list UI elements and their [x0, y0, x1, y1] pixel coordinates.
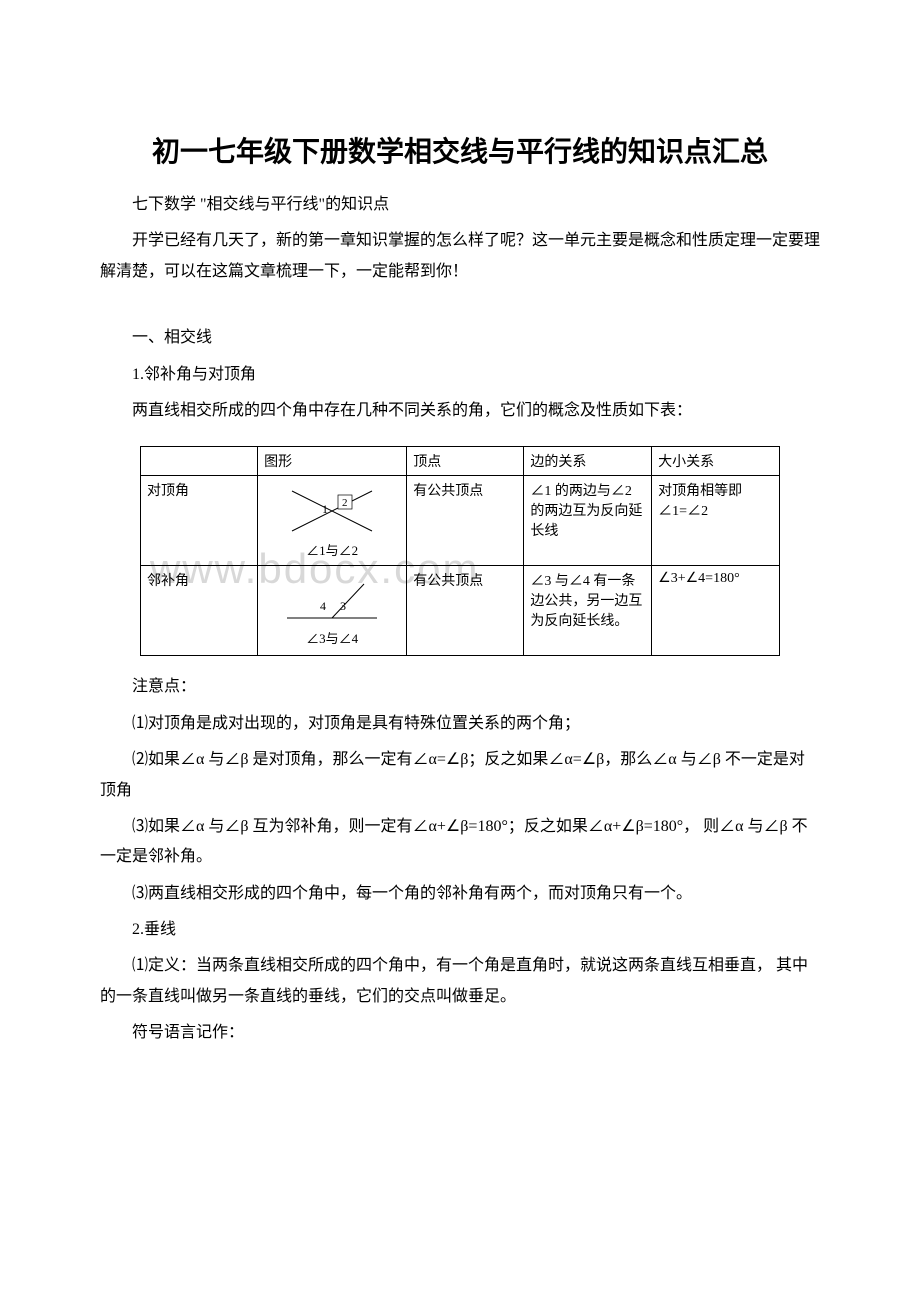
table-row: 对顶角 1 2 ∠1与∠2 有公共顶点 ∠1 的两边与∠2 的两边互为反向延长线… — [141, 476, 780, 566]
table-row: 邻补角 4 3 ∠3与∠4 有公共顶点 ∠3 与∠4 有一条边公共，另一边互为反… — [141, 566, 780, 656]
page-title: 初一七年级下册数学相交线与平行线的知识点汇总 — [100, 130, 820, 170]
table-header-vertex: 顶点 — [407, 447, 524, 476]
row2-name: 邻补角 — [141, 566, 258, 656]
note-4: ⑶两直线相交形成的四个角中，每一个角的邻补角有两个，而对顶角只有一个。 — [100, 879, 820, 909]
table-header-blank — [141, 447, 258, 476]
angle-table: 图形 顶点 边的关系 大小关系 对顶角 1 2 ∠1与∠2 有公共 — [140, 446, 780, 656]
section-1-2-text-2: 符号语言记作： — [100, 1018, 820, 1048]
table-header-diagram: 图形 — [258, 447, 407, 476]
vertical-angles-diagram: 1 2 — [282, 483, 382, 538]
table-header-edge: 边的关系 — [524, 447, 652, 476]
row1-diagram-label: ∠1与∠2 — [306, 543, 358, 558]
intro-paragraph-2: 开学已经有几天了，新的第一章知识掌握的怎么样了呢？这一单元主要是概念和性质定理一… — [100, 226, 820, 287]
section-1-1-text: 两直线相交所成的四个角中存在几种不同关系的角，它们的概念及性质如下表： — [100, 396, 820, 426]
row2-edge: ∠3 与∠4 有一条边公共，另一边互为反向延长线。 — [524, 566, 652, 656]
row2-vertex: 有公共顶点 — [407, 566, 524, 656]
supplementary-angles-diagram: 4 3 — [282, 576, 382, 626]
table-header-row: 图形 顶点 边的关系 大小关系 — [141, 447, 780, 476]
row1-size: 对顶角相等即∠1=∠2 — [652, 476, 780, 566]
svg-text:4: 4 — [320, 599, 326, 613]
svg-text:1: 1 — [322, 502, 328, 516]
row1-diagram-cell: 1 2 ∠1与∠2 — [258, 476, 407, 566]
notes-heading: 注意点： — [100, 672, 820, 702]
section-1-2-text-1: ⑴定义：当两条直线相交所成的四个角中，有一个角是直角时，就说这两条直线互相垂直，… — [100, 951, 820, 1012]
section-1-1-heading: 1.邻补角与对顶角 — [100, 360, 820, 390]
table-header-size: 大小关系 — [652, 447, 780, 476]
note-1: ⑴对顶角是成对出现的，对顶角是具有特殊位置关系的两个角； — [100, 709, 820, 739]
row1-vertex: 有公共顶点 — [407, 476, 524, 566]
row2-diagram-cell: 4 3 ∠3与∠4 — [258, 566, 407, 656]
section-1-2-heading: 2.垂线 — [100, 915, 820, 945]
svg-text:2: 2 — [342, 497, 348, 509]
note-2: ⑵如果∠α 与∠β 是对顶角，那么一定有∠α=∠β；反之如果∠α=∠β，那么∠α… — [100, 745, 820, 806]
row1-name: 对顶角 — [141, 476, 258, 566]
row2-diagram-label: ∠3与∠4 — [306, 631, 358, 646]
note-3: ⑶如果∠α 与∠β 互为邻补角，则一定有∠α+∠β=180°；反之如果∠α+∠β… — [100, 812, 820, 873]
intro-paragraph-1: 七下数学 "相交线与平行线"的知识点 — [100, 190, 820, 220]
row1-edge: ∠1 的两边与∠2 的两边互为反向延长线 — [524, 476, 652, 566]
svg-text:3: 3 — [340, 599, 346, 613]
row2-size: ∠3+∠4=180° — [652, 566, 780, 656]
section-1-heading: 一、相交线 — [100, 323, 820, 353]
